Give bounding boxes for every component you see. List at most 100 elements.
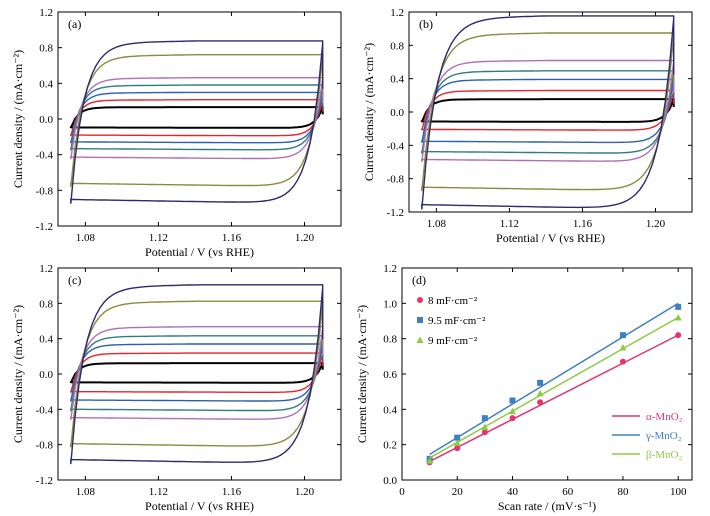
- cv-loop-1: [70, 352, 324, 393]
- x-tick-label: 20: [452, 486, 464, 498]
- panel-3: 0.0 0.2 0.4 0.6 0.8 1.0 1.2 0 20 40 60 80 100 Scan ra…: [355, 263, 693, 513]
- y-axis-title: Current density / (mA·cm⁻²): [362, 43, 376, 181]
- data-point-2: [453, 439, 461, 446]
- y-tick-label: 0.4: [383, 404, 397, 416]
- y-tick-label: -1.2: [36, 221, 53, 233]
- x-tick-label: 1.08: [76, 232, 96, 244]
- cv-loop-0: [69, 362, 324, 384]
- plot-frame: [408, 11, 693, 213]
- cv-loop-2: [421, 78, 675, 144]
- x-tick-label: 1.12: [149, 232, 168, 244]
- y-tick-label: 1.2: [390, 7, 404, 19]
- data-point-1: [481, 415, 488, 422]
- cv-loop-5: [70, 300, 324, 448]
- x-tick-label: 1.16: [573, 218, 593, 230]
- y-tick-label: 1.2: [39, 263, 53, 275]
- cv-loop-3: [70, 84, 324, 151]
- data-point-1: [675, 303, 682, 310]
- x-tick-label: 1.20: [295, 232, 315, 244]
- x-tick-label: 0: [399, 486, 405, 498]
- data-point-0: [537, 399, 544, 406]
- data-point-0: [481, 429, 488, 436]
- cv-loop-4: [70, 77, 324, 160]
- x-tick-label: 1.12: [500, 218, 519, 230]
- data-point-1: [454, 434, 461, 441]
- x-tick-label: 60: [562, 486, 574, 498]
- y-tick-label: -0.8: [36, 185, 54, 197]
- legend-entry: γ-MnO₂: [645, 430, 682, 442]
- data-point-2: [426, 457, 434, 464]
- annotation-marker: [416, 336, 424, 343]
- cv-loop-6: [70, 284, 324, 465]
- y-axis-title: Current density / (mA·cm⁻²): [11, 50, 25, 188]
- plot-frame: [57, 267, 342, 481]
- cv-loop-1: [421, 89, 675, 131]
- data-point-0: [509, 415, 516, 422]
- panel-1: -1.2 -0.8 -0.4 0.0 0.4 0.8 1.2 1.08 1.12 1.16 1.20…: [362, 7, 693, 245]
- panel-0: -1.2 -0.8 -0.4 0.0 0.4 0.8 1.2 1.08 1.12 1.16 1.20…: [11, 7, 342, 259]
- panel-2: -1.2 -0.8 -0.4 0.0 0.4 0.8 1.2 1.08 1.12 1.16 1.20…: [11, 263, 342, 513]
- y-tick-label: 1.2: [39, 7, 53, 19]
- legend-entry: α-MnO₂: [646, 411, 683, 423]
- x-tick-label: 1.12: [149, 486, 168, 498]
- cv-loop-1: [70, 99, 324, 137]
- fit-line-2: [429, 316, 679, 459]
- x-axis-title: Scan rate / (mV·s⁻¹): [498, 499, 596, 513]
- x-tick-label: 1.16: [222, 232, 242, 244]
- cv-loop-4: [70, 326, 324, 420]
- data-point-2: [481, 423, 489, 430]
- cv-loop-4: [421, 59, 675, 163]
- x-tick-label: 1.16: [222, 486, 242, 498]
- x-tick-label: 1.20: [646, 218, 666, 230]
- x-axis-title: Potential / V (vs RHE): [145, 245, 254, 259]
- x-axis-title: Potential / V (vs RHE): [145, 499, 254, 513]
- annotation-marker: [417, 317, 423, 323]
- y-tick-label: 0.6: [383, 369, 397, 381]
- data-point-1: [619, 332, 626, 339]
- y-tick-label: 1.2: [383, 263, 397, 275]
- y-axis-title: Current density / (mA·cm⁻²): [355, 305, 369, 443]
- y-tick-label: -0.8: [36, 440, 54, 452]
- y-tick-label: 0.4: [390, 74, 404, 86]
- plot-frame: [57, 11, 342, 227]
- y-tick-label: 0.0: [39, 114, 53, 126]
- y-tick-label: -0.4: [36, 404, 54, 416]
- cv-loop-6: [70, 40, 324, 204]
- cv-loop-5: [421, 32, 675, 192]
- x-tick-label: 40: [507, 486, 519, 498]
- x-tick-label: 1.20: [295, 486, 315, 498]
- panel-label: (d): [412, 273, 426, 287]
- y-tick-label: -0.4: [36, 150, 54, 162]
- data-point-2: [536, 389, 544, 397]
- y-tick-label: 0.0: [39, 369, 53, 381]
- y-tick-label: 0.2: [383, 440, 397, 452]
- x-tick-label: 100: [670, 486, 687, 498]
- cv-loop-6: [421, 15, 675, 210]
- cv-loop-0: [420, 98, 675, 123]
- y-tick-label: 0.8: [390, 40, 404, 52]
- panel-label: (c): [68, 273, 81, 287]
- capacitance-annotation: 9 mF·cm⁻²: [428, 335, 478, 347]
- panel-label: (a): [68, 17, 81, 31]
- data-point-0: [675, 332, 682, 339]
- y-tick-label: 1.0: [383, 298, 397, 310]
- x-axis-title: Potential / V (vs RHE): [496, 231, 605, 245]
- data-point-1: [537, 379, 544, 386]
- fit-line-0: [429, 334, 679, 463]
- y-axis-title: Current density / (mA·cm⁻²): [11, 305, 25, 443]
- y-tick-label: -0.8: [387, 174, 405, 186]
- y-tick-label: -0.4: [387, 140, 405, 152]
- y-tick-label: 0.8: [383, 334, 397, 346]
- y-tick-label: -1.2: [36, 475, 53, 487]
- data-point-2: [674, 313, 682, 321]
- x-tick-label: 1.08: [427, 218, 447, 230]
- y-tick-label: 0.0: [383, 475, 397, 487]
- annotation-marker: [417, 297, 423, 303]
- y-tick-label: 0.0: [390, 107, 404, 119]
- y-tick-label: 0.4: [39, 334, 53, 346]
- y-tick-label: 0.8: [39, 298, 53, 310]
- legend-entry: β-MnO₂: [646, 449, 682, 461]
- capacitance-annotation: 9.5 mF·cm⁻²: [428, 315, 486, 327]
- panel-label: (b): [419, 17, 433, 31]
- x-tick-label: 1.08: [76, 486, 96, 498]
